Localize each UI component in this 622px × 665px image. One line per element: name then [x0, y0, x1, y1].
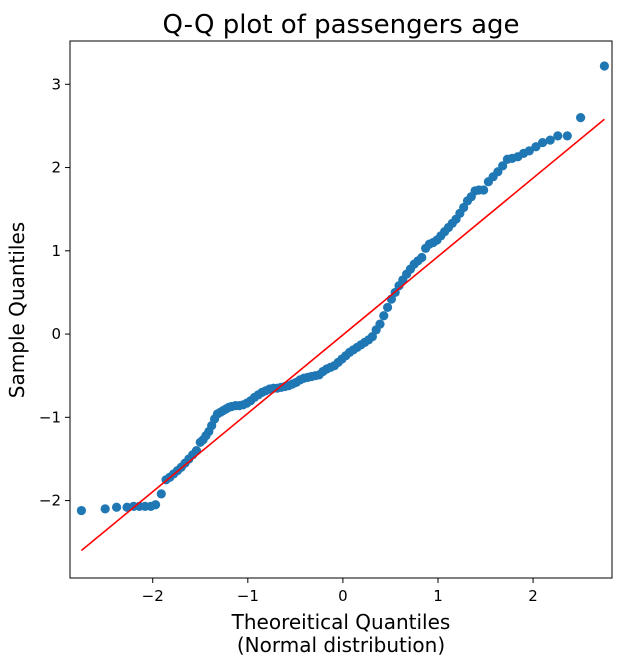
y-axis-label: Sample Quantiles — [5, 222, 29, 398]
data-point — [417, 252, 427, 263]
x-tick-label: 1 — [433, 587, 443, 605]
data-point — [498, 161, 508, 171]
data-point — [122, 502, 132, 512]
y-tick-label: 2 — [51, 159, 61, 177]
x-tick-label: 2 — [528, 587, 538, 605]
chart-title: Q-Q plot of passengers age — [162, 10, 519, 40]
x-axis: −2 −1 0 1 2 — [142, 578, 538, 605]
data-point — [576, 113, 586, 123]
data-point — [100, 504, 110, 514]
data-point — [111, 502, 122, 512]
data-point — [382, 302, 393, 313]
data-point — [553, 131, 563, 141]
x-axis-label-line1: Theoreitical Quantiles — [231, 610, 451, 634]
data-point — [599, 61, 609, 71]
data-point — [537, 137, 548, 148]
x-axis-label-line2: (Normal distribution) — [237, 633, 445, 657]
data-point — [524, 146, 534, 156]
x-tick-label: 0 — [338, 587, 348, 605]
y-tick-label: 0 — [51, 325, 61, 343]
data-point — [150, 500, 161, 510]
data-point — [76, 505, 87, 516]
data-point — [531, 142, 541, 152]
y-tick-label: 1 — [51, 242, 61, 260]
y-axis: −2 −1 0 1 2 3 — [39, 75, 70, 510]
data-point — [545, 135, 555, 145]
data-point — [562, 131, 572, 141]
plot-area-frame — [69, 40, 613, 579]
data-point — [459, 202, 469, 213]
data-point — [479, 185, 489, 195]
x-tick-label: −1 — [237, 587, 259, 605]
y-tick-label: 3 — [51, 75, 61, 93]
y-tick-label: −2 — [39, 492, 61, 510]
data-point — [379, 311, 389, 321]
x-tick-label: −2 — [142, 587, 164, 605]
data-points-layer — [76, 61, 609, 516]
data-point — [156, 489, 166, 499]
y-tick-label: −1 — [39, 408, 61, 426]
data-point — [375, 319, 385, 329]
data-point — [367, 331, 377, 342]
reference-line — [80, 118, 605, 552]
